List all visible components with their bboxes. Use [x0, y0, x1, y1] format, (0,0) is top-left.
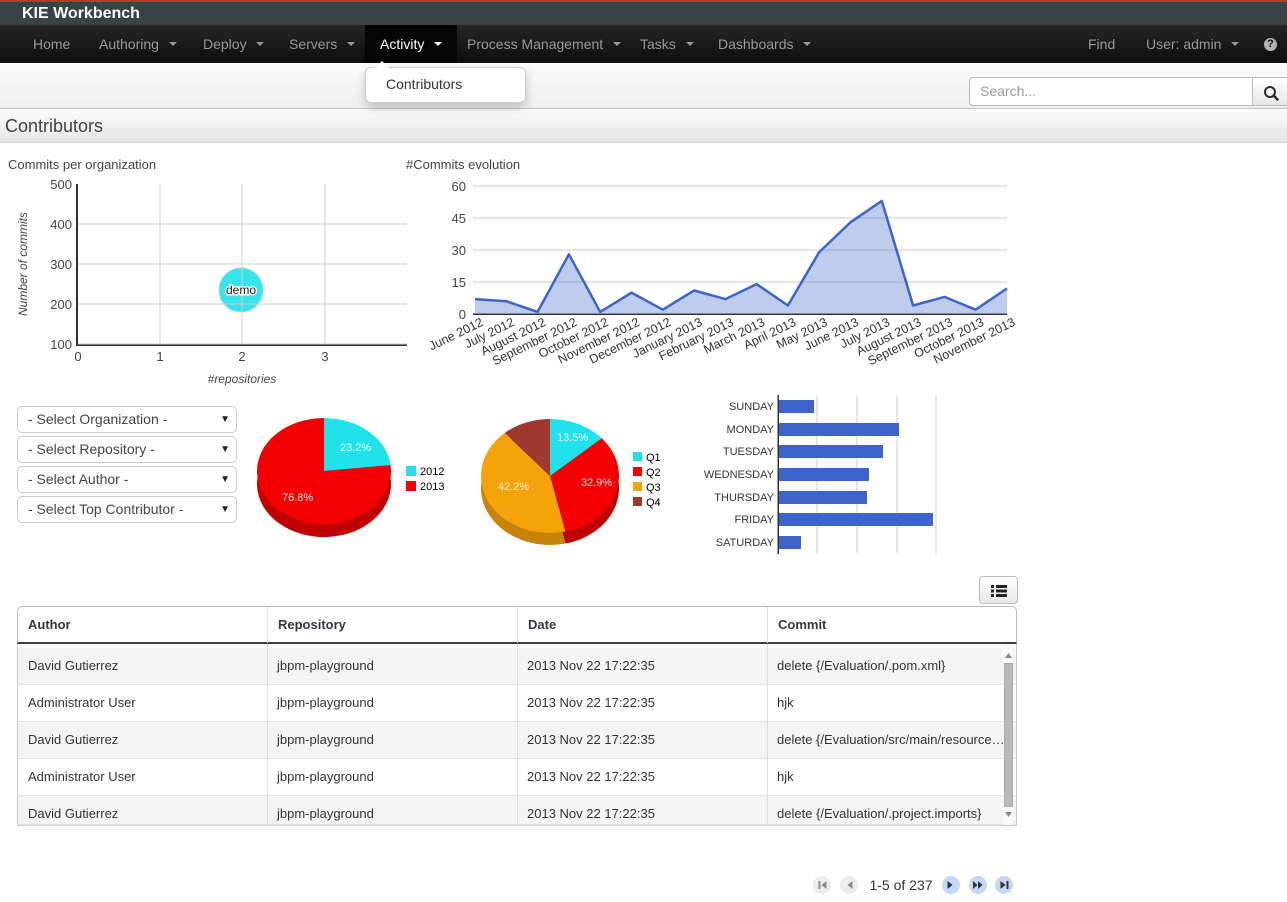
svg-text:32.9%: 32.9%	[581, 477, 612, 489]
svg-text:THURSDAY: THURSDAY	[714, 492, 774, 504]
svg-text:42.2%: 42.2%	[498, 481, 529, 493]
svg-text:Q1: Q1	[646, 452, 661, 464]
svg-text:MONDAY: MONDAY	[727, 424, 775, 436]
svg-text:30: 30	[452, 243, 466, 258]
svg-text:400: 400	[50, 217, 72, 232]
svg-text:Number of commits: Number of commits	[16, 212, 30, 316]
svg-text:TUESDAY: TUESDAY	[723, 446, 775, 458]
svg-text:500: 500	[50, 177, 72, 192]
svg-text:WEDNESDAY: WEDNESDAY	[704, 469, 775, 481]
svg-text:1: 1	[156, 349, 163, 364]
svg-text:0: 0	[74, 349, 81, 364]
svg-text:SATURDAY: SATURDAY	[716, 537, 775, 549]
svg-text:2013: 2013	[420, 481, 444, 493]
svg-text:SUNDAY: SUNDAY	[729, 401, 775, 413]
svg-text:60: 60	[452, 179, 466, 194]
svg-text:0: 0	[459, 307, 466, 322]
svg-text:2: 2	[238, 349, 245, 364]
svg-text:2012: 2012	[420, 466, 444, 478]
svg-text:Q2: Q2	[646, 467, 661, 479]
svg-text:Q4: Q4	[646, 497, 661, 509]
svg-text:#repositories: #repositories	[208, 372, 277, 386]
svg-text:76.8%: 76.8%	[282, 492, 313, 504]
svg-text:200: 200	[50, 297, 72, 312]
svg-text:23.2%: 23.2%	[340, 442, 371, 454]
svg-text:Q3: Q3	[646, 482, 661, 494]
svg-text:100: 100	[50, 337, 72, 352]
svg-text:13.5%: 13.5%	[557, 432, 588, 444]
svg-text:45: 45	[452, 211, 466, 226]
svg-text:3: 3	[321, 349, 328, 364]
svg-text:#Commits evolution: #Commits evolution	[406, 157, 520, 172]
svg-text:300: 300	[50, 257, 72, 272]
svg-text:Commits per organization: Commits per organization	[8, 157, 156, 172]
svg-text:15: 15	[452, 275, 466, 290]
svg-text:demo: demo	[226, 283, 256, 297]
svg-text:FRIDAY: FRIDAY	[734, 514, 774, 526]
